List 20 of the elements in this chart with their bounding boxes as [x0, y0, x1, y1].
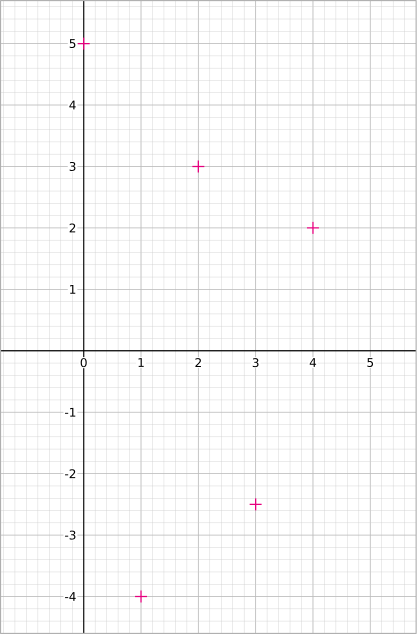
- y-tick-label: 3: [70, 162, 76, 171]
- x-tick-label: 3: [252, 358, 259, 368]
- y-tick-label: -1: [65, 408, 76, 417]
- y-tick-label: -3: [65, 530, 76, 540]
- x-tick-label: 1: [138, 358, 144, 367]
- x-tick-label: 5: [368, 358, 374, 367]
- x-tick-label: 2: [196, 358, 202, 367]
- y-tick-label: 4: [69, 100, 76, 110]
- point: [192, 160, 206, 174]
- y-tick-label: 2: [70, 223, 76, 232]
- y-tick-label: 1: [70, 284, 76, 294]
- x-tick-label: 0: [80, 358, 87, 368]
- y-tick-label: 5: [70, 39, 76, 48]
- point: [77, 36, 90, 50]
- point: [306, 221, 320, 235]
- x-tick-label: 4: [310, 358, 316, 367]
- y-tick-label: -4: [65, 592, 76, 601]
- point: [249, 498, 262, 512]
- point: [134, 590, 148, 604]
- y-tick-label: -2: [65, 469, 76, 478]
